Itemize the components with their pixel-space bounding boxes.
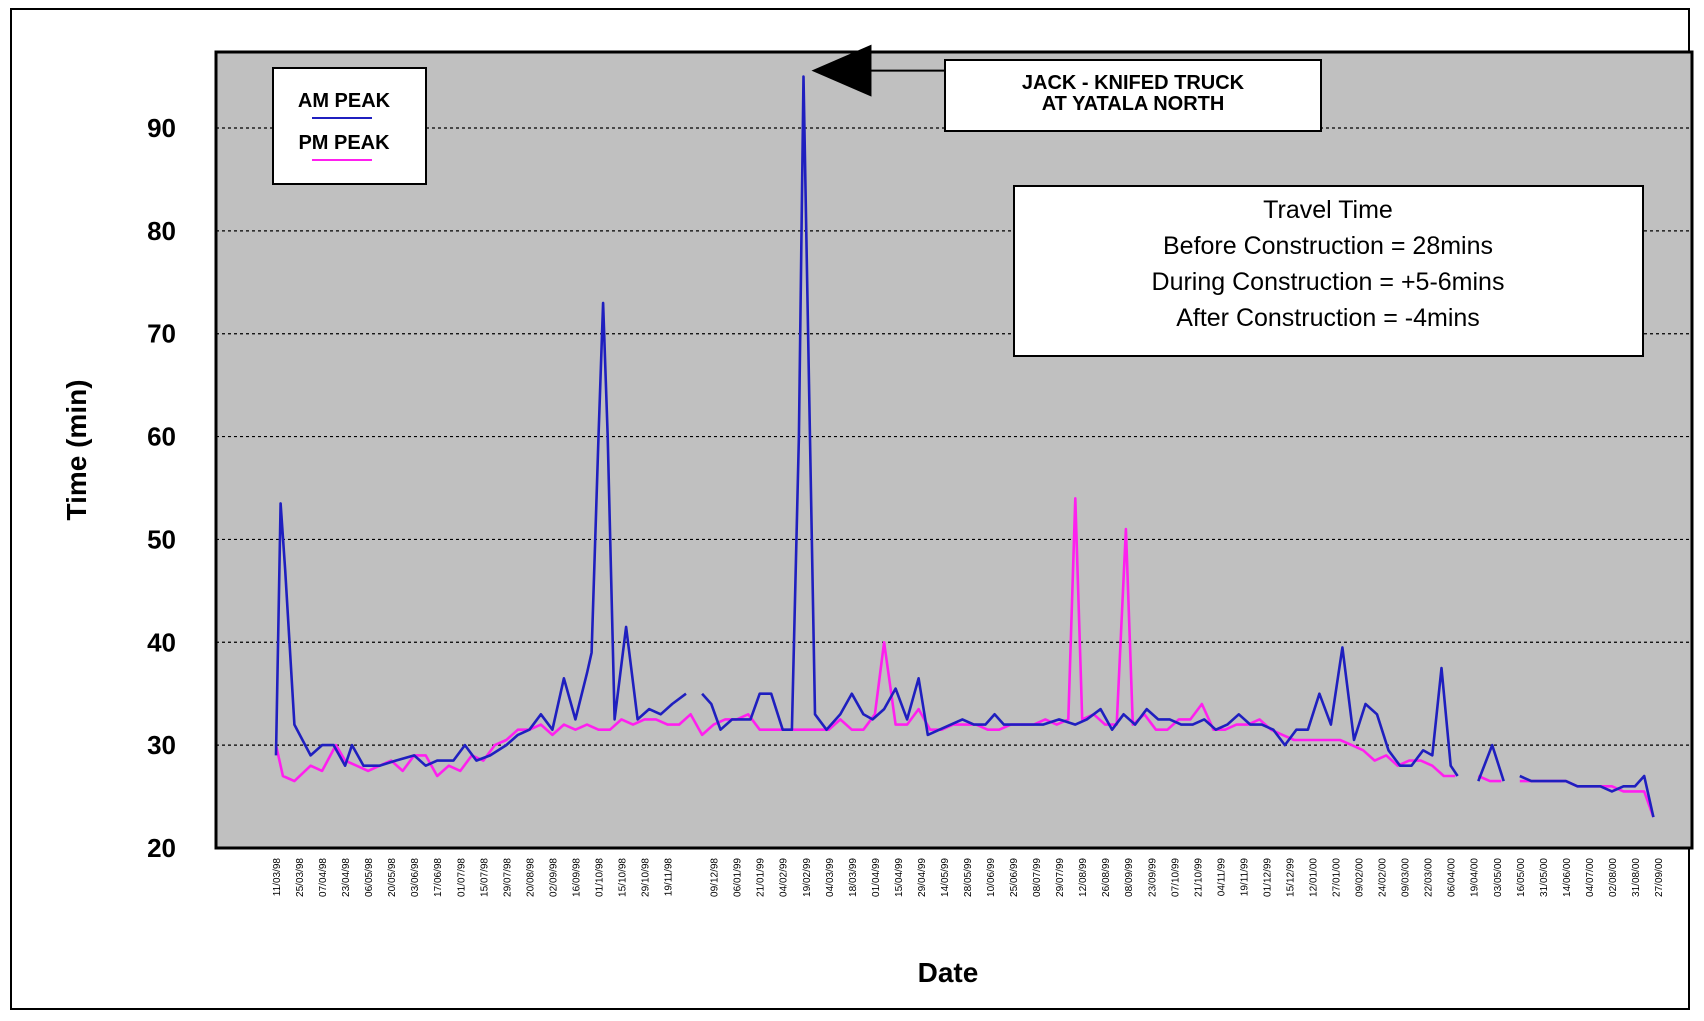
annotation-arrow-head [811,44,872,97]
y-tick-labels: 20 30 40 50 60 70 80 90 [147,113,176,863]
x-tick-label: 01/12/99 [1262,858,1273,897]
x-tick-label: 20/08/98 [525,858,536,897]
x-tick-label: 01/04/99 [871,858,882,897]
info-box-during: During Construction = +5-6mins [1152,268,1505,296]
x-tick-label: 19/11/98 [664,858,675,897]
x-tick-label: 29/04/99 [917,858,928,897]
x-tick-label: 14/05/99 [940,858,951,897]
legend-label-pm: PM PEAK [298,132,390,154]
x-tick-label: 08/07/99 [1032,858,1043,897]
x-tick-label: 19/04/00 [1470,858,1481,897]
x-tick-label: 04/11/99 [1216,858,1227,897]
x-tick-label: 03/06/98 [410,858,421,897]
x-tick-label: 23/09/99 [1147,858,1158,897]
x-tick-label: 01/07/98 [456,858,467,897]
x-tick-label: 10/06/99 [986,858,997,897]
x-tick-label: 27/01/00 [1332,858,1343,897]
info-box-after: After Construction = -4mins [1176,304,1480,332]
x-tick-label: 09/02/00 [1355,858,1366,897]
x-tick-label: 25/03/98 [295,858,306,897]
x-tick-label: 19/11/99 [1239,858,1250,897]
y-axis-title: Time (min) [61,379,92,520]
x-tick-label: 31/08/00 [1631,858,1642,897]
x-tick-label: 19/02/99 [802,858,813,897]
info-box-title: Travel Time [1263,196,1393,224]
x-tick-label: 29/10/98 [641,858,652,897]
y-tick-label: 60 [147,422,176,452]
x-tick-label: 21/10/99 [1193,858,1204,897]
x-tick-label: 16/09/98 [571,858,582,897]
x-tick-label: 28/05/99 [963,858,974,897]
y-tick-label: 80 [147,216,176,246]
x-tick-label: 11/03/98 [272,858,283,897]
x-tick-label: 06/04/00 [1447,858,1458,897]
x-tick-label: 26/08/99 [1101,858,1112,897]
legend-label-am: AM PEAK [298,90,391,112]
x-tick-label: 29/07/99 [1055,858,1066,897]
annotation-box [944,59,1322,132]
x-axis-title: Date [918,957,979,988]
x-tick-label: 15/07/98 [479,858,490,897]
x-tick-labels: 11/03/98 25/03/98 07/04/98 23/04/98 06/05/98… [272,858,1665,897]
y-tick-label: 90 [147,113,176,143]
x-tick-label: 09/03/00 [1401,858,1412,897]
x-tick-label: 01/10/98 [594,858,605,897]
x-tick-label: 06/01/99 [733,858,744,897]
x-tick-label: 22/03/00 [1424,858,1435,897]
series-lines [274,75,1655,818]
x-tick-label: 23/04/98 [341,858,352,897]
y-tick-label: 30 [147,730,176,760]
x-tick-label: 27/09/00 [1654,858,1665,897]
x-tick-label: 16/05/00 [1516,858,1527,897]
x-tick-label: 18/03/99 [848,858,859,897]
x-tick-label: 17/06/98 [433,858,444,897]
x-tick-label: 08/09/99 [1124,858,1135,897]
x-tick-label: 03/05/00 [1493,858,1504,897]
x-tick-label: 14/06/00 [1562,858,1573,897]
x-tick-label: 04/03/99 [825,858,836,897]
y-tick-label: 50 [147,524,176,554]
x-tick-label: 02/09/98 [548,858,559,897]
x-tick-label: 15/12/99 [1285,858,1296,897]
x-tick-label: 02/08/00 [1608,858,1619,897]
plot-area [214,50,1694,850]
y-tick-label: 70 [147,319,176,349]
x-tick-label: 04/02/99 [779,858,790,897]
info-box: Travel Time Before Construction = 28mins… [1013,185,1644,357]
legend: AM PEAK PM PEAK [272,67,427,185]
x-tick-label: 24/02/00 [1378,858,1389,897]
x-tick-label: 06/05/98 [364,858,375,897]
x-tick-label: 07/04/98 [318,858,329,897]
x-tick-label: 12/01/00 [1309,858,1320,897]
x-tick-label: 07/10/99 [1170,858,1181,897]
x-tick-label: 21/01/99 [756,858,767,897]
x-tick-label: 31/05/00 [1539,858,1550,897]
y-tick-label: 40 [147,627,176,657]
annotation-line-2: AT YATALA NORTH [1042,93,1225,115]
x-tick-label: 29/07/98 [502,858,513,897]
x-tick-label: 09/12/98 [710,858,721,897]
annotation-line-1: JACK - KNIFED TRUCK [1022,72,1245,94]
x-tick-label: 25/06/99 [1009,858,1020,897]
x-tick-label: 20/05/98 [387,858,398,897]
x-tick-label: 04/07/00 [1585,858,1596,897]
x-tick-label: 15/04/99 [894,858,905,897]
series-line-am-peak [274,75,1655,818]
x-tick-label: 15/10/98 [618,858,629,897]
info-box-before: Before Construction = 28mins [1163,232,1493,260]
annotation: JACK - KNIFED TRUCK AT YATALA NORTH [811,44,1322,132]
x-tick-label: 12/08/99 [1078,858,1089,897]
y-tick-label: 20 [147,833,176,863]
